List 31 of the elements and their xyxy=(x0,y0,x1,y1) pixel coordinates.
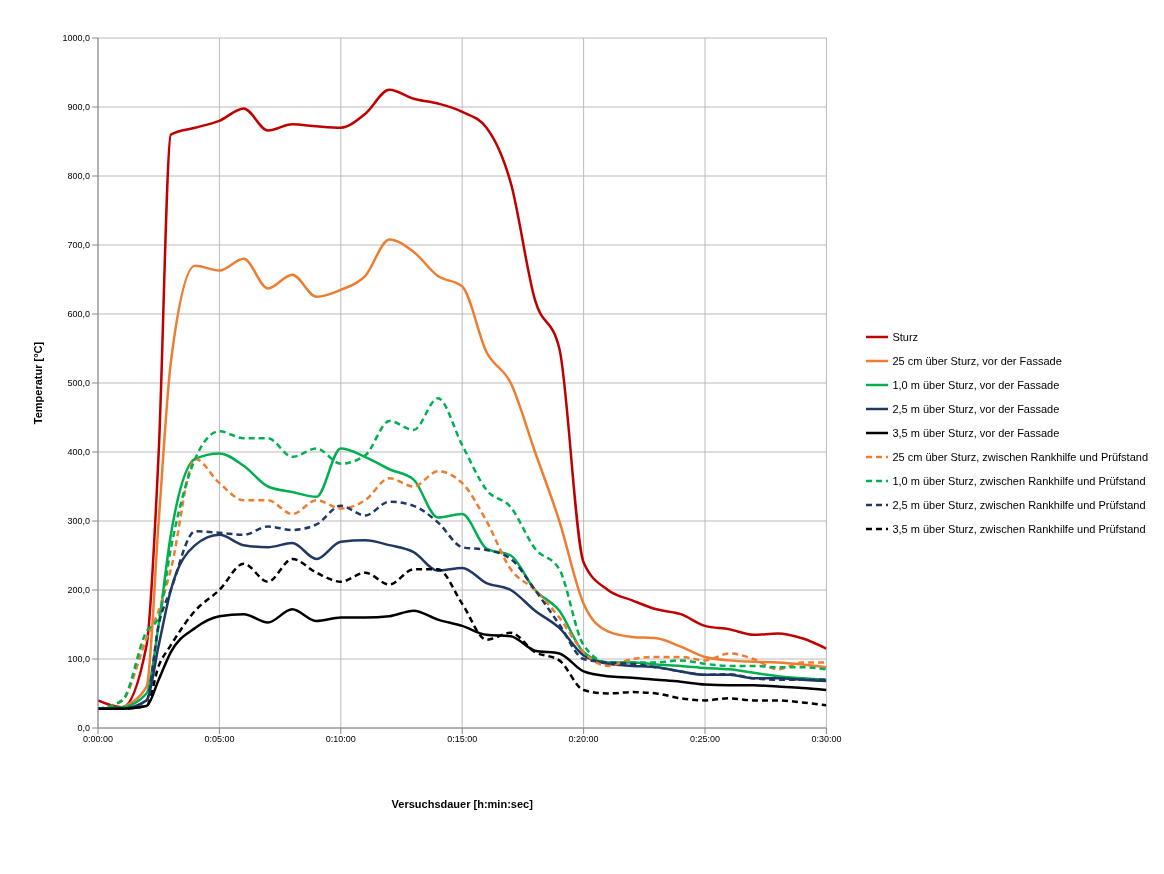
legend-label: 25 cm über Sturz, zwischen Rankhilfe und Prüfstand xyxy=(892,451,1148,463)
y-tick-label: 800,0 xyxy=(67,171,90,182)
x-tick-label: 0:25:00 xyxy=(690,734,721,745)
y-tick-label: 0,0 xyxy=(77,723,90,734)
legend-label: 3,5 m über Sturz, zwischen Rankhilfe und Prüfstand xyxy=(892,523,1146,535)
y-tick-label: 600,0 xyxy=(67,309,90,320)
y-tick-label: 300,0 xyxy=(67,516,90,527)
legend-label: Sturz xyxy=(892,331,919,343)
legend-label: 1,0 m über Sturz, zwischen Rankhilfe und Prüfstand xyxy=(892,475,1146,487)
y-tick-label: 100,0 xyxy=(67,654,90,665)
legend-label: 25 cm über Sturz, vor der Fassade xyxy=(892,355,1062,367)
x-tick-label: 0:20:00 xyxy=(568,734,599,745)
y-tick-label: 1000,0 xyxy=(62,33,90,44)
y-tick-label: 400,0 xyxy=(67,447,90,458)
y-tick-label: 900,0 xyxy=(67,102,90,113)
x-tick-label: 0:15:00 xyxy=(447,734,478,745)
legend-label: 3,5 m über Sturz, vor der Fassade xyxy=(892,427,1060,439)
legend-label: 2,5 m über Sturz, vor der Fassade xyxy=(892,403,1060,415)
legend-label: 1,0 m über Sturz, vor der Fassade xyxy=(892,379,1060,391)
y-tick-label: 500,0 xyxy=(67,378,90,389)
legend-label: 2,5 m über Sturz, zwischen Rankhilfe und Prüfstand xyxy=(892,499,1146,511)
x-tick-label: 0:00:00 xyxy=(82,734,114,745)
y-axis-title: Temperatur [°C] xyxy=(31,341,44,425)
line-series xyxy=(121,238,827,709)
y-tick-label: 700,0 xyxy=(67,240,90,251)
line-series xyxy=(98,88,827,709)
y-tick-label: 200,0 xyxy=(67,585,90,596)
x-tick-label: 0:10:00 xyxy=(325,734,356,745)
x-tick-label: 0:05:00 xyxy=(204,734,235,745)
x-tick-label: 0:30:00 xyxy=(811,734,842,745)
x-axis-title: Versuchsdauer [h:min:sec] xyxy=(391,798,534,810)
